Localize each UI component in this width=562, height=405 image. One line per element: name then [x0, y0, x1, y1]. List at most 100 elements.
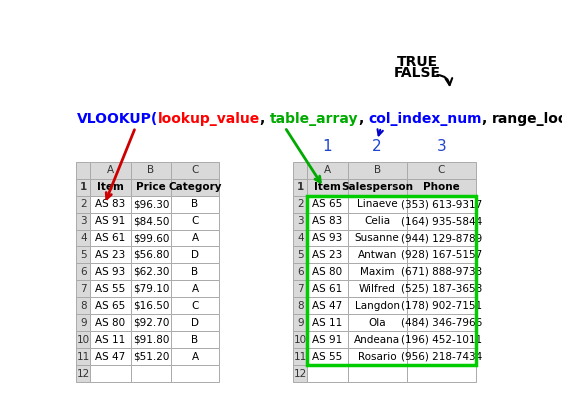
Bar [171, 280, 219, 297]
Bar [171, 348, 219, 365]
Text: 10: 10 [294, 335, 307, 345]
Bar [406, 331, 477, 348]
Text: Salesperson: Salesperson [341, 182, 413, 192]
Text: $99.60: $99.60 [133, 233, 169, 243]
Bar [307, 196, 348, 213]
Text: Celia: Celia [364, 216, 390, 226]
Text: 10: 10 [77, 335, 90, 345]
Text: $84.50: $84.50 [133, 216, 169, 226]
Bar [131, 263, 171, 280]
Bar [406, 196, 477, 213]
Text: Ola: Ola [368, 318, 386, 328]
Bar [406, 280, 477, 297]
Text: ,: , [482, 112, 492, 126]
Bar [307, 297, 348, 314]
Text: C: C [191, 165, 199, 175]
Text: 3: 3 [437, 139, 446, 154]
Bar [406, 179, 477, 196]
Text: Item: Item [97, 182, 124, 192]
Text: AS 65: AS 65 [96, 301, 126, 311]
Bar [348, 331, 406, 348]
Text: Rosario: Rosario [358, 352, 396, 362]
Bar [90, 179, 131, 196]
Text: $96.30: $96.30 [133, 199, 169, 209]
Text: (944) 129-8789: (944) 129-8789 [401, 233, 482, 243]
Text: 2: 2 [297, 199, 303, 209]
Bar [293, 230, 307, 247]
Text: Andeana: Andeana [354, 335, 400, 345]
Text: AS 61: AS 61 [312, 284, 343, 294]
Text: (928) 167-5157: (928) 167-5157 [401, 250, 482, 260]
Bar [131, 162, 171, 179]
Bar [293, 297, 307, 314]
Text: 11: 11 [77, 352, 90, 362]
Text: Phone: Phone [423, 182, 460, 192]
Bar [90, 331, 131, 348]
Text: 6: 6 [80, 267, 87, 277]
Bar [293, 365, 307, 382]
Bar [307, 213, 348, 230]
Bar [406, 230, 477, 247]
Bar [90, 230, 131, 247]
Bar [90, 213, 131, 230]
Bar [131, 179, 171, 196]
Text: 9: 9 [297, 318, 303, 328]
Bar [131, 280, 171, 297]
Text: $62.30: $62.30 [133, 267, 169, 277]
Text: (164) 935-5844: (164) 935-5844 [401, 216, 482, 226]
Bar [171, 365, 219, 382]
Text: AS 91: AS 91 [96, 216, 126, 226]
Bar [90, 365, 131, 382]
Bar [90, 280, 131, 297]
Text: Wilfred: Wilfred [359, 284, 396, 294]
Text: table_array: table_array [270, 112, 359, 126]
Text: AS 65: AS 65 [312, 199, 343, 209]
Bar [131, 297, 171, 314]
Bar [307, 179, 348, 196]
Text: AS 80: AS 80 [312, 267, 343, 277]
Text: 8: 8 [80, 301, 87, 311]
Text: Linaeve: Linaeve [357, 199, 397, 209]
Text: A: A [192, 352, 198, 362]
Text: (196) 452-1011: (196) 452-1011 [401, 335, 482, 345]
Text: 4: 4 [297, 233, 303, 243]
Bar [406, 213, 477, 230]
Text: 3: 3 [80, 216, 87, 226]
Text: AS 11: AS 11 [96, 335, 126, 345]
Bar [76, 297, 90, 314]
Bar [171, 230, 219, 247]
Text: $51.20: $51.20 [133, 352, 169, 362]
Text: AS 93: AS 93 [312, 233, 343, 243]
Bar [406, 247, 477, 263]
Text: AS 61: AS 61 [96, 233, 126, 243]
Bar [76, 331, 90, 348]
Text: A: A [324, 165, 331, 175]
Text: Susanne: Susanne [355, 233, 400, 243]
Bar [131, 331, 171, 348]
Bar [293, 247, 307, 263]
Text: B: B [192, 199, 198, 209]
Text: AS 83: AS 83 [312, 216, 343, 226]
Bar [90, 247, 131, 263]
Bar [307, 247, 348, 263]
Text: 3: 3 [297, 216, 303, 226]
Text: 6: 6 [297, 267, 303, 277]
Bar [76, 230, 90, 247]
Bar [76, 348, 90, 365]
Text: 9: 9 [80, 318, 87, 328]
Text: 12: 12 [294, 369, 307, 379]
Text: AS 93: AS 93 [96, 267, 126, 277]
Bar [171, 196, 219, 213]
Bar [348, 297, 406, 314]
Bar [348, 314, 406, 331]
FancyArrowPatch shape [437, 75, 452, 85]
Text: ,: , [260, 112, 270, 126]
Bar [293, 263, 307, 280]
Text: $79.10: $79.10 [133, 284, 169, 294]
Text: (956) 218-7434: (956) 218-7434 [401, 352, 482, 362]
Text: C: C [191, 216, 199, 226]
Text: Category: Category [168, 182, 222, 192]
Text: A: A [192, 233, 198, 243]
Bar [76, 280, 90, 297]
Text: Antwan: Antwan [357, 250, 397, 260]
